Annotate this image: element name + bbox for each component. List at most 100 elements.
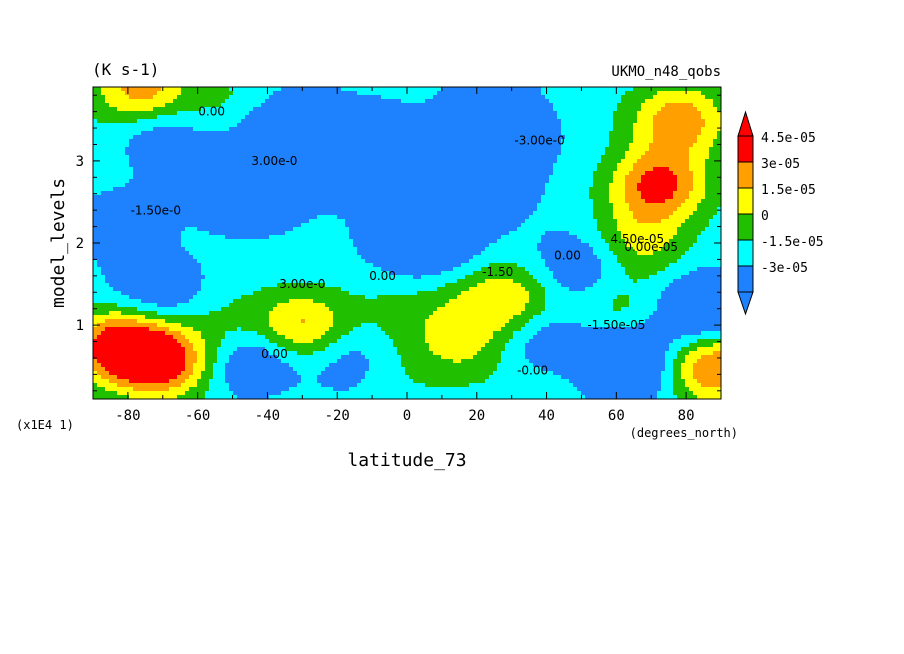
field-cell	[717, 207, 721, 211]
field-cell	[685, 379, 697, 383]
field-cell	[609, 183, 625, 187]
field-cell	[185, 351, 197, 355]
field-cell	[665, 359, 673, 363]
field-cell	[625, 91, 657, 95]
field-cell	[489, 263, 517, 267]
field-cell	[637, 219, 661, 223]
field-cell	[561, 375, 661, 379]
field-cell	[701, 331, 721, 335]
field-cell	[661, 291, 721, 295]
legend-label: -1.5e-05	[761, 235, 824, 250]
field-cell	[557, 159, 601, 163]
field-cell	[93, 251, 189, 255]
field-cell	[613, 303, 629, 307]
field-cell	[341, 287, 437, 291]
field-cell	[693, 143, 713, 147]
field-cell	[525, 351, 665, 355]
field-cell	[93, 179, 129, 183]
field-cell	[713, 215, 721, 219]
field-cell	[309, 219, 345, 223]
field-cell	[305, 319, 333, 323]
field-cell	[613, 207, 629, 211]
field-cell	[541, 199, 593, 203]
field-cell	[93, 375, 101, 379]
field-cell	[225, 363, 289, 367]
field-cell	[697, 395, 721, 399]
field-cell	[101, 87, 121, 91]
field-cell	[181, 239, 353, 243]
field-cell	[93, 311, 109, 315]
field-cell	[529, 319, 645, 323]
field-cell	[613, 211, 633, 215]
field-cell	[293, 339, 313, 343]
field-cell	[201, 371, 213, 375]
color-legend: 4.5e-05 3e-05 1.5e-05 0 -1.5e-05 -3e-05	[737, 110, 824, 316]
field-cell	[597, 167, 617, 171]
field-cell	[93, 235, 181, 239]
field-cell	[145, 315, 269, 319]
field-cell	[93, 271, 101, 275]
field-cell	[653, 115, 701, 119]
field-cell	[93, 119, 97, 123]
field-cell	[205, 395, 237, 399]
field-cell	[597, 255, 617, 259]
field-cell	[529, 291, 545, 295]
field-cell	[217, 355, 229, 359]
field-cell	[141, 299, 189, 303]
field-cell	[389, 271, 441, 275]
field-cell	[629, 295, 661, 299]
field-cell	[269, 395, 585, 399]
field-cell	[553, 171, 593, 175]
field-cell	[197, 359, 205, 363]
field-cell	[401, 99, 425, 103]
field-cell	[101, 271, 201, 275]
field-cell	[681, 203, 697, 207]
field-cell	[93, 355, 185, 359]
field-cell	[541, 239, 581, 243]
field-cell	[93, 191, 101, 195]
x-tick-label: -80	[115, 408, 140, 424]
field-cell	[477, 283, 521, 287]
field-cell	[213, 375, 225, 379]
field-cell	[177, 303, 229, 307]
field-cell	[93, 195, 541, 199]
field-cell	[241, 327, 273, 331]
field-cell	[621, 235, 673, 239]
field-cell	[489, 375, 561, 379]
field-cell	[545, 295, 617, 299]
field-cell	[93, 295, 129, 299]
field-cell	[601, 159, 621, 163]
field-cell	[553, 371, 661, 375]
field-cell	[353, 239, 497, 243]
field-cell	[693, 183, 705, 187]
field-cell	[653, 127, 701, 131]
field-cell	[229, 387, 289, 391]
field-cell	[333, 311, 433, 315]
field-cell	[637, 279, 673, 283]
field-cell	[185, 391, 205, 395]
field-cell	[617, 103, 641, 107]
field-cell	[685, 383, 701, 387]
field-cell	[533, 315, 649, 319]
field-cell	[341, 355, 365, 359]
field-cell	[425, 99, 549, 103]
field-cell	[709, 223, 721, 227]
field-cell	[545, 231, 569, 235]
field-cell	[401, 355, 441, 359]
field-cell	[185, 227, 197, 231]
field-cell	[237, 123, 561, 127]
field-cell	[633, 247, 661, 251]
field-cell	[293, 367, 325, 371]
field-cell	[205, 339, 221, 343]
field-cell	[185, 355, 197, 359]
field-cell	[221, 339, 269, 343]
field-cell	[345, 219, 525, 223]
field-cell	[369, 359, 401, 363]
field-cell	[249, 111, 557, 115]
field-cell	[677, 207, 697, 211]
field-cell	[177, 95, 229, 99]
field-cell	[597, 219, 617, 223]
contour-label: 0.00	[554, 248, 581, 262]
field-cell	[93, 383, 97, 387]
field-cell	[665, 287, 721, 291]
